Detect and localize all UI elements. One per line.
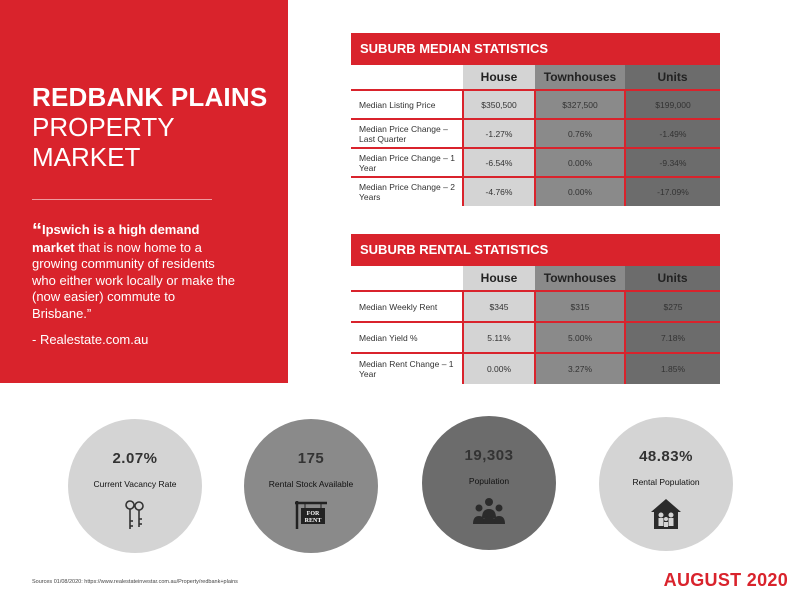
title-suburb: REDBANK PLAINS [32,82,268,112]
house-value: -6.54% [462,148,535,178]
quote: “Ipswich is a high demand market that is… [32,220,237,322]
row-label: Median Listing Price [351,90,463,120]
divider [32,199,212,200]
units-value: -1.49% [624,119,720,149]
rental-table: House Townhouses Units Median Weekly Ren… [351,266,720,384]
table-row: Median Price Change – Last Quarter -1.27… [351,119,720,149]
stat-rental-stock: 175 Rental Stock Available FOR RENT [244,419,378,553]
house-value: $350,500 [462,90,535,120]
units-value: -9.34% [624,148,720,178]
table-row: Median Listing Price $350,500 $327,500 $… [351,90,720,120]
column-header-townhouses: Townhouses [535,65,625,91]
quote-source: - Realestate.com.au [32,332,149,347]
rental-header: SUBURB RENTAL STATISTICS [351,234,720,266]
median-header: SUBURB MEDIAN STATISTICS [351,33,720,65]
units-value: $199,000 [624,90,720,120]
row-label: Median Yield % [351,322,463,354]
median-statistics: SUBURB MEDIAN STATISTICS House Townhouse… [351,33,720,206]
rental-statistics: SUBURB RENTAL STATISTICS House Townhouse… [351,234,720,384]
title-line-3: MARKET [32,142,141,172]
table-row: Median Price Change – 1 Year -6.54% 0.00… [351,148,720,178]
quote-bold: Ipswich is a high demand market [32,222,200,255]
row-label: Median Rent Change – 1 Year [359,359,454,379]
row-label: Median Price Change – 2 Years [359,182,455,202]
column-header-townhouses: Townhouses [535,266,625,292]
table-row: Median Yield % 5.11% 5.00% 7.18% [351,322,720,354]
townhouses-value: 0.00% [534,148,625,178]
townhouses-value: 5.00% [534,322,625,354]
units-value: -17.09% [624,177,720,206]
house-value: -1.27% [462,119,535,149]
people-icon [472,496,506,531]
median-table: House Townhouses Units Median Listing Pr… [351,65,720,206]
intro-panel: REDBANK PLAINS PROPERTY MARKET “Ipswich … [0,0,288,383]
stat-vacancy-rate: 2.07% Current Vacancy Rate [68,419,202,553]
quote-mark: “ [32,220,42,242]
units-value: $275 [624,291,720,323]
column-header-house: House [463,266,535,292]
stat-value: 19,303 [464,447,514,464]
column-header-units: Units [625,65,720,91]
row-label: Median Weekly Rent [351,291,463,323]
stat-label: Rental Stock Available [268,479,354,489]
median-header-row: House Townhouses Units [351,65,720,91]
townhouses-value: $327,500 [534,90,625,120]
units-value: 1.85% [624,353,720,384]
table-row: Median Rent Change – 1 Year 0.00% 3.27% … [351,353,720,384]
stat-value: 2.07% [112,450,158,467]
house-value: $345 [462,291,535,323]
column-header-house: House [463,65,535,91]
column-header-blank [351,266,463,292]
quote-text: that is now home to a growing community … [32,239,236,321]
rental-header-row: House Townhouses Units [351,266,720,292]
house-value: -4.76% [462,177,535,206]
report-month: AUGUST 2020 [663,570,788,590]
stat-value: 48.83% [639,448,693,465]
units-value: 7.18% [624,322,720,354]
stat-label: Current Vacancy Rate [93,479,177,489]
row-label: Median Price Change – 1 Year [351,148,463,178]
row-label: Median Price Change – Last Quarter [351,119,463,149]
table-row: Median Price Change – 2 Years -4.76% 0.0… [351,177,720,206]
stat-value: 175 [297,450,325,467]
sign-text-for: FOR [307,511,320,517]
townhouses-value: 3.27% [534,353,625,384]
stat-label: Rental Population [632,477,700,487]
keys-icon [122,499,148,538]
house-value: 0.00% [462,353,535,384]
stat-rental-population: 48.83% Rental Population [599,417,733,551]
townhouses-value: $315 [534,291,625,323]
townhouses-value: 0.76% [534,119,625,149]
column-header-blank [351,65,463,91]
sources-note: Sources 01/08/2020: https://www.realesta… [32,579,238,585]
table-row: Median Weekly Rent $345 $315 $275 [351,291,720,323]
for-rent-sign-icon: FOR RENT [291,499,331,536]
page-title: REDBANK PLAINS PROPERTY MARKET [32,82,282,172]
sign-text-rent: RENT [305,518,322,524]
house-value: 5.11% [462,322,535,354]
column-header-units: Units [625,266,720,292]
title-line-2: PROPERTY [32,112,175,142]
townhouses-value: 0.00% [534,177,625,206]
stat-population: 19,303 Population [422,416,556,550]
stat-label: Population [468,476,510,486]
family-house-icon [649,497,683,536]
